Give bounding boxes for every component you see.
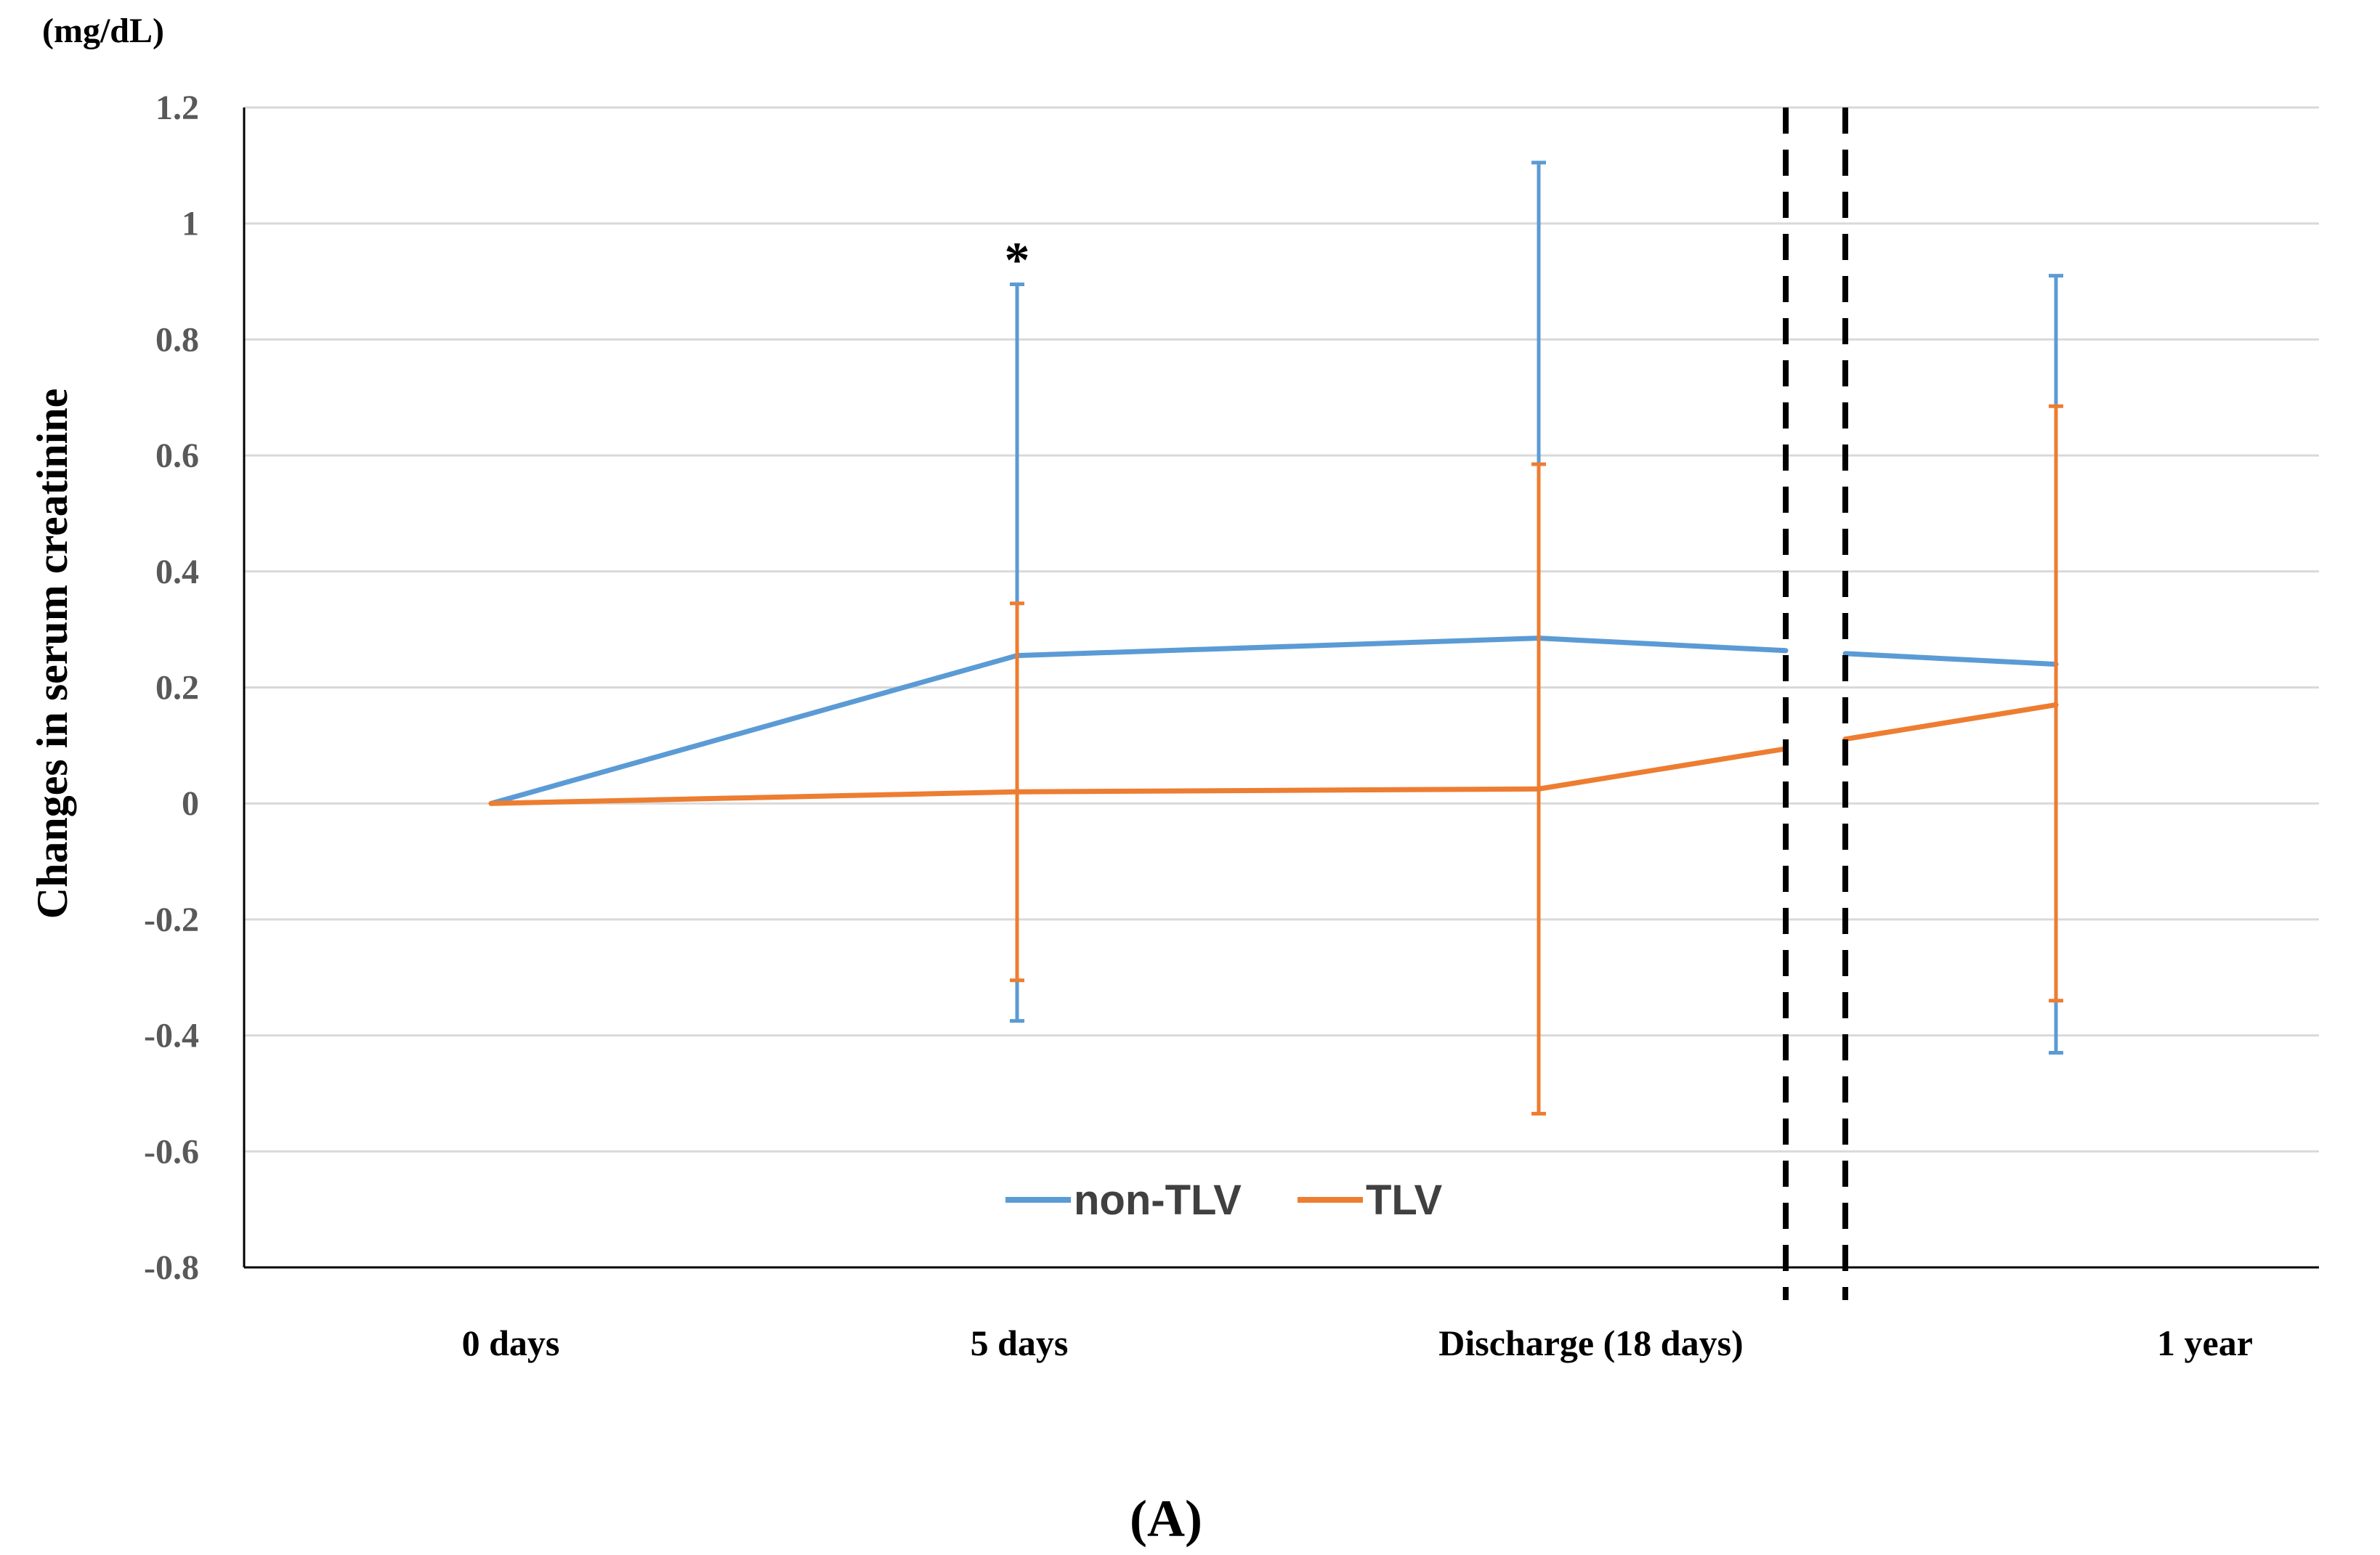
y-axis-title: Changes in serum creatinine [28,389,76,919]
series-line-TLV [488,786,1542,806]
x-tick-label: Discharge (18 days) [1438,1323,1743,1363]
y-tick-label: -0.2 [144,901,199,939]
label-layer: (mg/dL) Changes in serum creatinine (A) [28,12,1202,1548]
y-unit-label: (mg/dL) [42,12,164,50]
y-tick-label: -0.4 [144,1017,199,1055]
axis-layer: 1.2 1 0.8 0.6 0.4 0.2 0 -0.2 -0.4 -0.6 -0.8 0 days 5… [144,89,2319,1363]
series-line-TLV [1842,702,2059,742]
y-tick-label: -0.8 [144,1249,199,1287]
y-tick-label: 0.2 [155,669,199,707]
y-tick-label: 0 [182,784,199,823]
legend-label-non-TLV: non-TLV [1074,1177,1242,1224]
panel-label: (A) [1130,1490,1202,1548]
y-tick-label: -0.6 [144,1132,199,1171]
legend-label-TLV: TLV [1366,1177,1443,1224]
series-line-non-TLV [488,636,1542,806]
errorbar-layer: * [1005,161,2063,1116]
series-line-non-TLV [1842,651,2059,667]
y-tick-label: 0.4 [155,553,199,591]
series-line-TLV [1536,746,1789,792]
series-layer [488,636,2059,806]
y-tick-label: 0.6 [155,437,199,475]
y-tick-label: 0.8 [155,320,199,359]
legend: non-TLV TLV [1005,1177,1443,1224]
y-tick-label: 1.2 [155,89,199,127]
grid-layer [244,106,2319,1153]
x-tick-label: 5 days [971,1323,1069,1363]
x-tick-label: 0 days [462,1323,560,1363]
break-layer [1783,107,1848,1300]
significance-marker: * [1005,233,1030,289]
x-tick-label: 1 year [2157,1323,2253,1363]
series-line-non-TLV [1536,636,1789,654]
y-tick-label: 1 [182,205,199,243]
